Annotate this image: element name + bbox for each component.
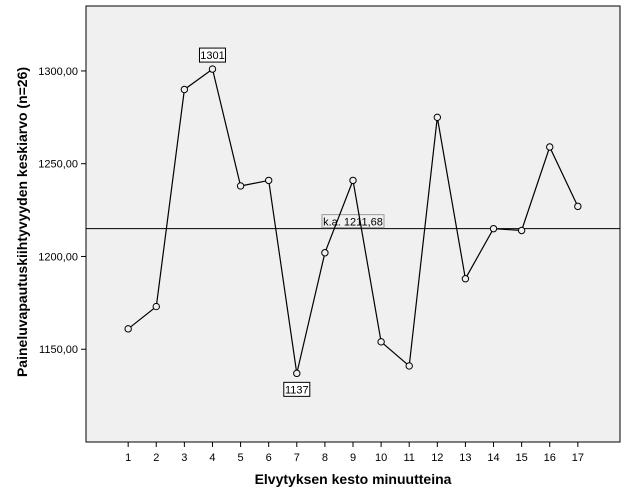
point-annotation-text: 1301 xyxy=(200,50,224,62)
x-tick-label: 8 xyxy=(322,452,328,464)
data-point xyxy=(405,362,413,370)
x-tick-label: 6 xyxy=(266,452,272,464)
x-tick-label: 3 xyxy=(181,452,187,464)
x-tick-label: 13 xyxy=(459,452,471,464)
point-annotation: 1137 xyxy=(283,381,311,397)
x-tick-label: 1 xyxy=(125,452,131,464)
y-tick-label: 1150,00 xyxy=(39,344,78,356)
x-tick-label: 7 xyxy=(294,452,300,464)
x-tick-label: 17 xyxy=(572,452,584,464)
y-tick-label: 1250,00 xyxy=(38,159,78,171)
data-point xyxy=(236,182,245,190)
data-point xyxy=(264,176,273,185)
x-tick-label: 10 xyxy=(375,452,387,464)
y-tick-label: 1200,00 xyxy=(38,251,78,263)
data-point xyxy=(574,202,582,211)
data-point xyxy=(124,325,132,333)
x-axis-title: Elvytyksen kesto minuutteina xyxy=(255,471,452,487)
mean-label-text: k.a. 1211,68 xyxy=(323,217,383,229)
point-annotation: 1301 xyxy=(198,47,226,63)
x-tick-label: 4 xyxy=(209,452,215,464)
data-point xyxy=(152,302,160,311)
data-point xyxy=(321,249,329,257)
data-point xyxy=(433,113,442,122)
data-point xyxy=(180,85,189,94)
x-tick-label: 14 xyxy=(487,452,499,464)
data-point xyxy=(377,338,385,346)
data-point xyxy=(208,65,217,73)
y-tick-label: 1300,00 xyxy=(38,66,78,78)
data-point xyxy=(489,224,498,233)
data-point xyxy=(349,176,357,185)
x-tick-label: 9 xyxy=(350,452,356,464)
point-annotation-text: 1137 xyxy=(285,384,309,396)
mean-label: k.a. 1211,68 xyxy=(321,214,385,229)
data-point xyxy=(546,143,554,151)
x-tick-label: 2 xyxy=(153,452,159,464)
data-point xyxy=(517,226,526,235)
x-tick-label: 12 xyxy=(431,452,443,464)
x-tick-label: 15 xyxy=(516,452,528,464)
x-tick-label: 5 xyxy=(238,452,244,464)
x-tick-label: 11 xyxy=(403,452,414,464)
data-point xyxy=(461,275,470,283)
x-tick-label: 16 xyxy=(544,452,556,464)
y-axis-title: Paineluvapautuskiihtyvyyden keskiarvo (n… xyxy=(14,67,30,377)
data-point xyxy=(293,369,301,378)
